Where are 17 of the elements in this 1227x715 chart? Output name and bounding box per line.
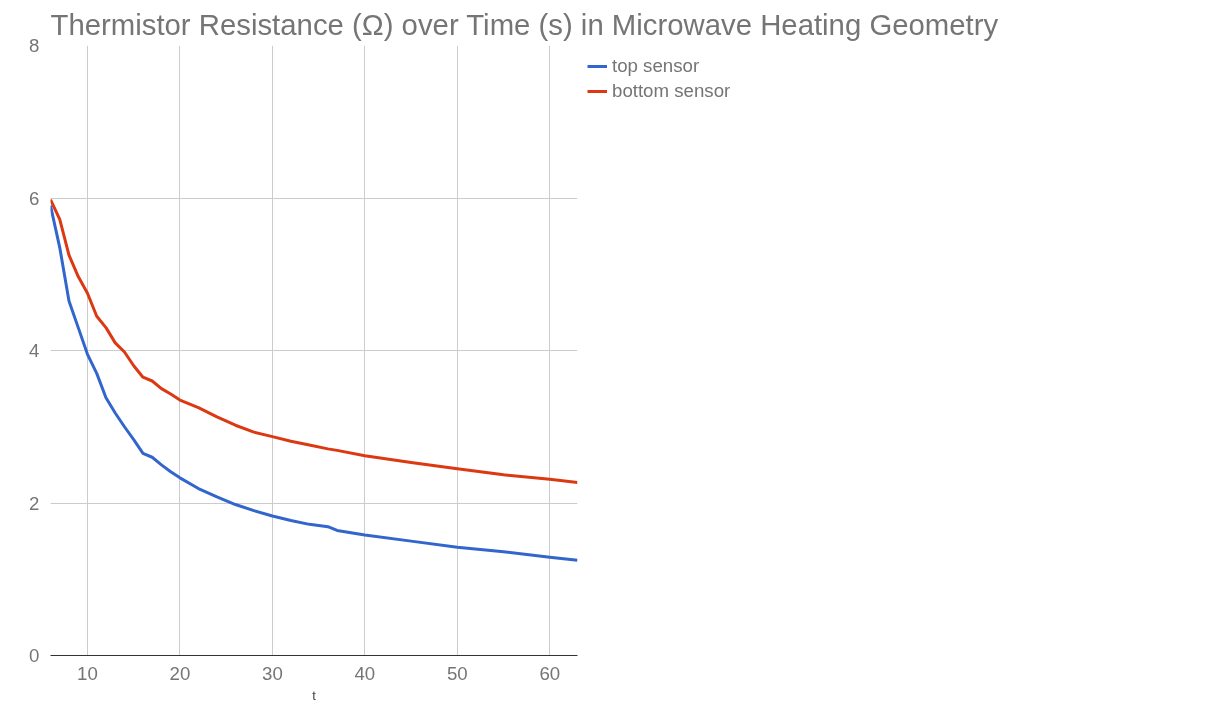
y-tick-label: 4 — [29, 340, 40, 361]
line-series — [50, 198, 578, 484]
x-tick-label: 30 — [262, 662, 283, 684]
x-tick-label: 50 — [446, 662, 468, 684]
x-tick-label: 60 — [539, 662, 561, 684]
line-series — [50, 204, 578, 562]
y-tick-label: 6 — [29, 187, 40, 209]
x-axis-title: t — [312, 687, 317, 703]
x-tick-label: 20 — [169, 662, 191, 684]
y-tick-label: 2 — [29, 492, 40, 514]
chart-title: Thermistor Resistance (Ω) over Time (s) in Microwave Heating Geometry — [50, 7, 999, 41]
y-tick-label: 8 — [29, 35, 40, 56]
x-tick-label: 40 — [354, 662, 376, 684]
legend-label: top sensor — [612, 55, 700, 77]
y-tick-label: 0 — [29, 645, 40, 666]
x-tick-label: 10 — [77, 662, 98, 684]
legend-label: bottom sensor — [612, 80, 731, 102]
